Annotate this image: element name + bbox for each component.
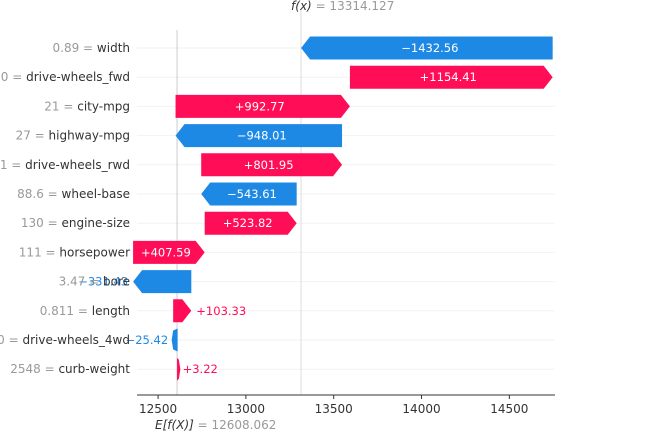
feature-label: 111 = horsepower [19, 245, 130, 259]
x-tick-label: 13000 [227, 402, 265, 416]
output-value-label: f(x) = 13314.127 [291, 0, 394, 13]
feature-label: 88.6 = wheel-base [17, 187, 130, 201]
bar-value-label: +1154.41 [420, 70, 477, 84]
feature-label: 27 = highway-mpg [16, 129, 130, 143]
negative-bar [201, 182, 297, 206]
feature-label: 3.47 = bore [59, 275, 130, 289]
positive-bar [133, 240, 205, 264]
feature-label: 21 = city-mpg [44, 99, 130, 113]
bar-value-label: −25.42 [126, 333, 169, 347]
feature-label: 0.89 = width [53, 41, 130, 55]
bar-value-label: −1432.56 [401, 41, 458, 55]
negative-bar [301, 36, 553, 60]
positive-bar [175, 94, 350, 118]
bar-value-label: +3.22 [183, 362, 218, 376]
negative-bar [175, 124, 343, 148]
x-tick-label: 14500 [490, 402, 528, 416]
base-value-label: E[f(X)] = 12608.062 [155, 418, 276, 432]
bar-value-label: +801.95 [244, 158, 294, 172]
negative-bar [171, 328, 178, 352]
bar-value-label: +407.59 [141, 245, 191, 259]
feature-label: 0 = drive-wheels_4wd [0, 333, 130, 347]
positive-bar [204, 211, 297, 235]
bar-value-label: −543.61 [227, 187, 277, 201]
positive-bar [177, 357, 181, 381]
bar-value-label: −948.01 [237, 129, 287, 143]
feature-label: 0 = drive-wheels_fwd [1, 70, 130, 84]
x-tick-label: 13500 [315, 402, 353, 416]
feature-label: 130 = engine-size [21, 216, 130, 230]
x-tick-label: 14000 [402, 402, 440, 416]
feature-label: 1 = drive-wheels_rwd [0, 158, 130, 172]
x-tick-label: 12500 [139, 402, 177, 416]
bar-value-label: +103.33 [196, 304, 246, 318]
bar-value-label: +992.77 [235, 99, 285, 113]
negative-bar [133, 270, 192, 294]
positive-bar [173, 299, 192, 323]
positive-bar [201, 153, 343, 177]
feature-label: 2548 = curb-weight [10, 362, 130, 376]
bar-value-label: −331.43 [78, 275, 128, 289]
feature-label: 0.811 = length [40, 304, 130, 318]
positive-bar [349, 65, 553, 89]
bar-value-label: +523.82 [223, 216, 273, 230]
